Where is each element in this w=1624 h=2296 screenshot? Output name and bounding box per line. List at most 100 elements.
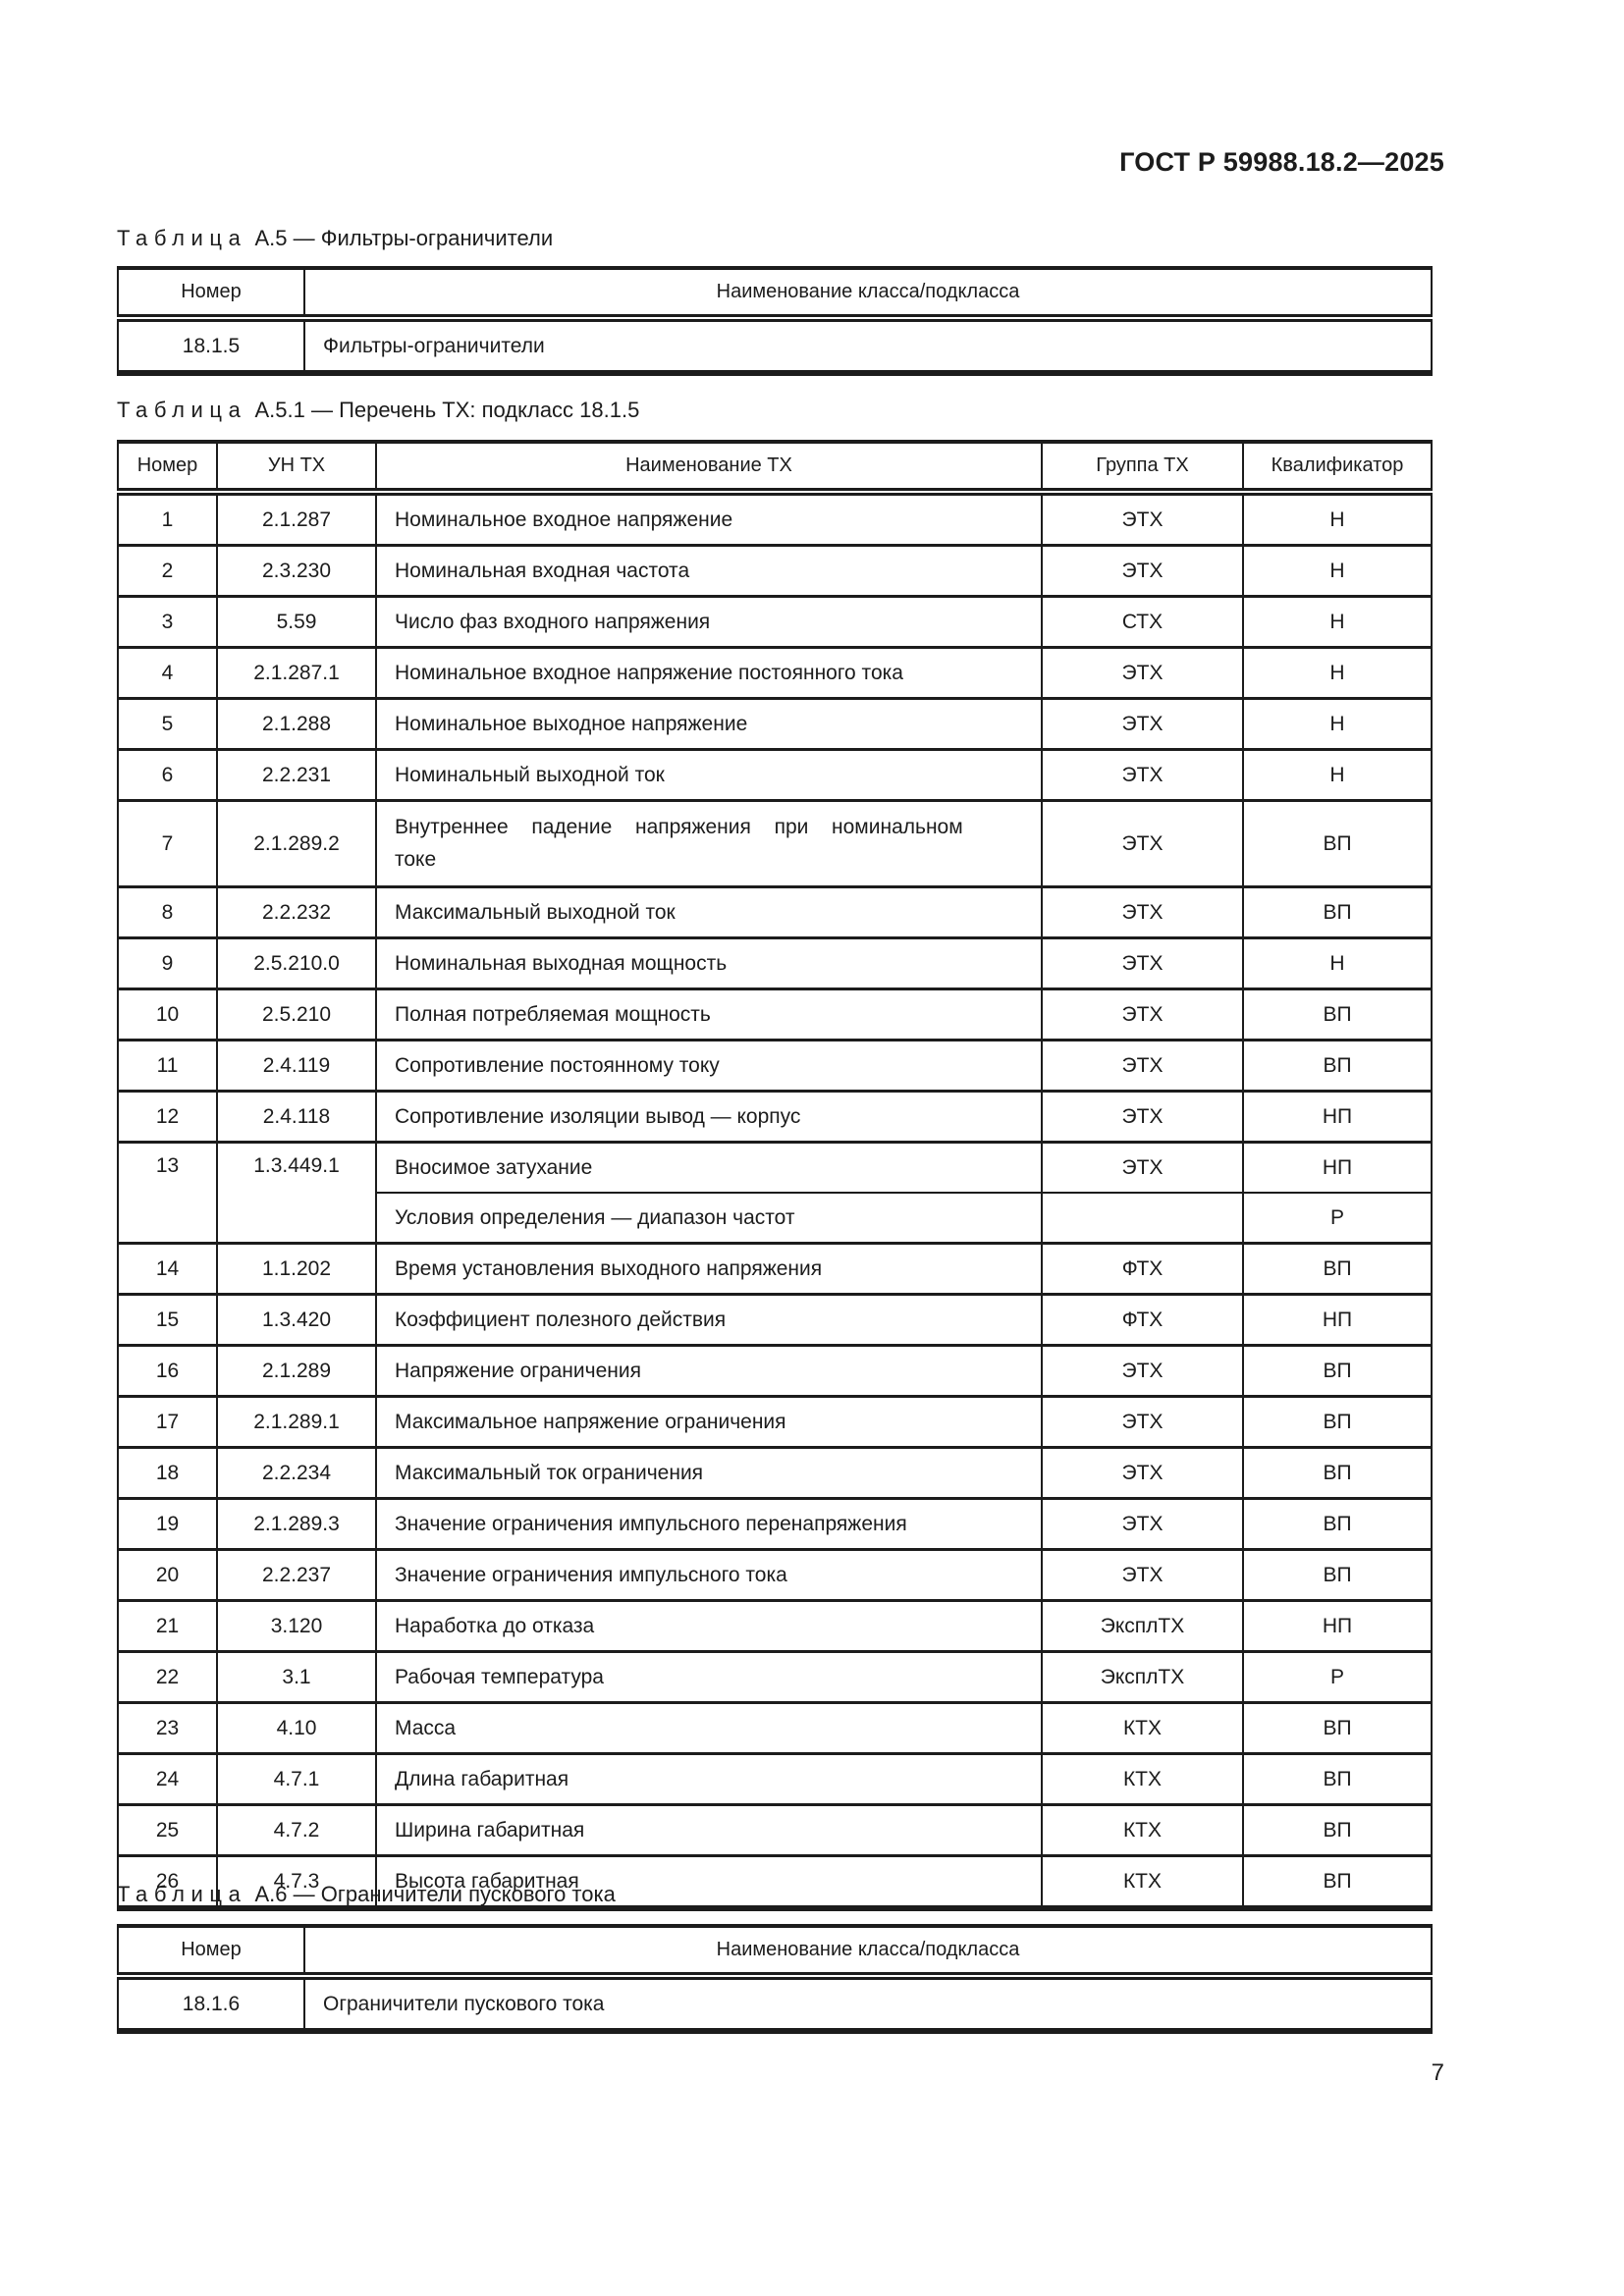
table-row: 15 1.3.420 Коэффициент полезного действия Ф… [117,1293,1433,1347]
caption-word: Таблица [117,226,247,250]
cell-number: 18.1.6 [117,1974,305,2032]
cell-un: 4.7.2 [216,1803,377,1857]
cell-name: Значение ограничения импульсного тока [375,1548,1043,1602]
cell-un: 2.2.237 [216,1548,377,1602]
cell-name: Напряжение ограничения [375,1344,1043,1398]
cell-num: 5 [117,697,218,751]
cell-num: 20 [117,1548,218,1602]
table-row: 12 2.4.118 Сопротивление изоляции вывод — … [117,1090,1433,1144]
caption-word: Таблица [117,1882,247,1906]
cell-group: ЭТХ [1041,1141,1244,1195]
table-header-row: Номер Наименование класса/подкласса [117,1926,1433,1980]
page-number: 7 [1431,2059,1444,2086]
cell-group: КТХ [1041,1701,1244,1755]
cell-num: 15 [117,1293,218,1347]
table-row: 18.1.5 Фильтры-ограничители [117,316,1433,374]
cell-group: ЭТХ [1041,1446,1244,1500]
cell-group: ЭТХ [1041,1395,1244,1449]
cell-qualifier: ВП [1242,1242,1433,1296]
table-row: 6 2.2.231 Номинальный выходной ток ЭТХ Н [117,748,1433,802]
cell-un: 2.2.234 [216,1446,377,1500]
cell-group: ЭТХ [1041,798,1244,888]
cell-qualifier: ВП [1242,1701,1433,1755]
cell-name: Наработка до отказа [375,1599,1043,1653]
caption-text: А.6 — Ограничители пускового тока [254,1882,616,1906]
cell-un: 2.2.231 [216,748,377,802]
cell-un: 1.1.202 [216,1242,377,1296]
doc-code: ГОСТ Р 59988.18.2—2025 [1119,147,1444,177]
table-row: 9 2.5.210.0 Номинальная выходная мощность Э… [117,936,1433,990]
cell-group: ЭксплТХ [1041,1650,1244,1704]
cell-un: 2.5.210 [216,988,377,1041]
cell-un: 2.4.118 [216,1090,377,1144]
table-row: 10 2.5.210 Полная потребляемая мощность ЭТХ… [117,988,1433,1041]
cell-num: 21 [117,1599,218,1653]
cell-qualifier: ВП [1242,1446,1433,1500]
column-header-number: Номер [117,1926,305,1980]
table-a5-1-caption: Таблица А.5.1 — Перечень ТХ: подкласс 18.… [117,398,639,423]
cell-un: 2.1.288 [216,697,377,751]
column-header-group-tx: Группа ТХ [1041,442,1244,496]
cell-qualifier: ВП [1242,1803,1433,1857]
table-row: 11 2.4.119 Сопротивление постоянному току Э… [117,1039,1433,1093]
cell-un: 2.1.289.3 [216,1497,377,1551]
cell-un: 2.4.119 [216,1039,377,1093]
cell-name: Максимальный ток ограничения [375,1446,1043,1500]
cell-num: 16 [117,1344,218,1398]
cell-name: Номинальная входная частота [375,544,1043,598]
column-header-name-tx: Наименование ТХ [375,442,1043,496]
caption-text: А.5 — Фильтры-ограничители [254,226,554,250]
cell-class-name: Ограничители пускового тока [303,1974,1433,2032]
table-row: 8 2.2.232 Максимальный выходной ток ЭТХ ВП [117,885,1433,939]
table-row: 16 2.1.289 Напряжение ограничения ЭТХ ВП [117,1344,1433,1398]
cell-num: 23 [117,1701,218,1755]
table-row: 14 1.1.202 Время установления выходного на… [117,1242,1433,1296]
cell-num: 8 [117,885,218,939]
cell-qualifier: ВП [1242,988,1433,1041]
cell-qualifier: ВП [1242,1395,1433,1449]
table-a6-caption: Таблица А.6 — Ограничители пускового тока [117,1882,616,1907]
cell-name: Число фаз входного напряжения [375,595,1043,649]
cell-name: Вносимое затухание [375,1141,1043,1195]
column-header-qualifier: Квалификатор [1242,442,1433,496]
cell-qualifier: ВП [1242,1497,1433,1551]
cell-num: 1 [117,490,218,547]
cell-qualifier: Н [1242,697,1433,751]
cell-num: 25 [117,1803,218,1857]
cell-group: ЭТХ [1041,1344,1244,1398]
table-row: 23 4.10 Масса КТХ ВП [117,1701,1433,1755]
cell-num: 6 [117,748,218,802]
table-row: 18.1.6 Ограничители пускового тока [117,1974,1433,2032]
cell-num: 13 [117,1141,218,1245]
cell-un: 2.1.287 [216,490,377,547]
cell-qualifier: Н [1242,490,1433,547]
table-row: 2 2.3.230 Номинальная входная частота ЭТХ Н [117,544,1433,598]
table-a5-1: Номер УН ТХ Наименование ТХ Группа ТХ Кв… [117,440,1433,1912]
cell-class-name: Фильтры-ограничители [303,316,1433,374]
table-row: 25 4.7.2 Ширина габаритная КТХ ВП [117,1803,1433,1857]
cell-qualifier: Р [1242,1650,1433,1704]
cell-name: Номинальное выходное напряжение [375,697,1043,751]
cell-name: Максимальное напряжение ограничения [375,1395,1043,1449]
cell-un: 4.10 [216,1701,377,1755]
cell-group [1041,1192,1244,1245]
cell-un: 2.3.230 [216,544,377,598]
cell-group: ЭТХ [1041,748,1244,802]
cell-un: 2.1.289.1 [216,1395,377,1449]
table-row: 24 4.7.1 Длина габаритная КТХ ВП [117,1752,1433,1806]
cell-name: Номинальное входное напряжение постоянно… [375,646,1043,700]
cell-un: 2.1.289 [216,1344,377,1398]
cell-group: ЭТХ [1041,1548,1244,1602]
cell-qualifier: Н [1242,595,1433,649]
cell-num: 19 [117,1497,218,1551]
cell-group: КТХ [1041,1752,1244,1806]
cell-un: 1.3.449.1 [216,1141,377,1245]
cell-num: 10 [117,988,218,1041]
cell-qualifier: ВП [1242,798,1433,888]
cell-un: 3.1 [216,1650,377,1704]
cell-group: ЭТХ [1041,988,1244,1041]
table-row: 26 4.7.3 Высота габаритная КТХ ВП [117,1854,1433,1910]
cell-num: 14 [117,1242,218,1296]
table-header-row: Номер Наименование класса/подкласса [117,268,1433,322]
cell-name: Полная потребляемая мощность [375,988,1043,1041]
